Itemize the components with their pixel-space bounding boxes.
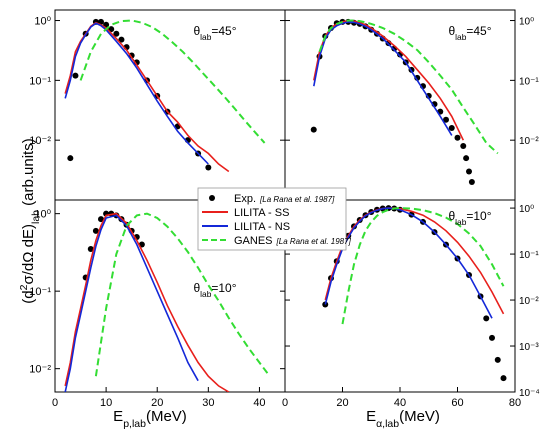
series-ganes (318, 19, 499, 155)
x-tick-label: 80 (509, 397, 521, 409)
series-ss (324, 207, 505, 315)
data-point (463, 155, 470, 162)
x-tick-label: 40 (394, 397, 406, 409)
data-point (87, 245, 94, 252)
theta-label: θlab=10° (193, 281, 236, 299)
data-point (113, 30, 120, 37)
x-tick-label: 20 (336, 397, 348, 409)
y-tick-label: 10⁰ (519, 204, 534, 215)
data-point (460, 142, 467, 149)
data-point (443, 116, 449, 123)
x-tick-label: 0 (52, 397, 58, 409)
data-point (466, 168, 472, 175)
series-exp (67, 18, 212, 171)
data-point (72, 72, 79, 79)
theta-label: θlab=45° (193, 24, 236, 42)
legend-item: LILITA - SS (202, 207, 289, 219)
data-point (92, 227, 99, 234)
legend-item: GANES [La Rana et al. 1987] (202, 235, 352, 247)
y-tick-label: 10⁻¹ (519, 250, 539, 261)
x-tick-label: 30 (202, 397, 214, 409)
series-ganes (79, 19, 266, 144)
legend-label: LILITA - NS (234, 221, 290, 233)
panel-proton-10: 10⁰ 10⁻¹ 10⁻² 0 10 20 30 40 θlab=10° (29, 199, 286, 409)
x-tick-label: 10 (100, 397, 112, 409)
panel-proton-45: 10⁰ 10⁻¹ 10⁻² θlab=45° (29, 9, 286, 201)
legend-item: LILITA - NS (202, 221, 290, 233)
y-axis-title: (d2σ/dΩ dE)lab (arb.units) (18, 138, 42, 303)
data-point (108, 26, 115, 33)
legend-label: Exp. [La Rana et al. 1987] (234, 193, 335, 205)
data-point (67, 155, 74, 162)
y-tick-label: 10⁻² (29, 364, 51, 376)
data-point (483, 315, 490, 322)
x-tick-label: 60 (451, 397, 463, 409)
legend: Exp. [La Rana et al. 1987] LILITA - SS LILI… (197, 187, 352, 251)
series-ganes (341, 207, 505, 325)
y-tick-label: 10⁻¹ (29, 75, 51, 87)
data-point (494, 356, 501, 363)
data-point (468, 178, 475, 185)
x-axis-title-left: Ep,lab(MeV) (113, 408, 187, 430)
series-ss (64, 212, 230, 392)
panel-frame (54, 9, 286, 201)
series-ns (64, 22, 209, 165)
series-ganes (94, 212, 271, 377)
x-tick-label: 0 (282, 397, 288, 409)
y-tick-label: 10⁻¹ (29, 286, 51, 298)
series-ns (324, 207, 493, 319)
series-ns (64, 214, 199, 392)
data-point (98, 216, 104, 223)
series-ss (64, 21, 230, 173)
legend-label: LILITA - SS (234, 207, 289, 219)
data-point (448, 124, 455, 131)
series-ss (313, 19, 465, 141)
data-point (310, 126, 317, 133)
y-tick-label: 10⁰ (519, 17, 534, 28)
x-axis-title-right: Eα,lab(MeV) (366, 408, 440, 430)
data-point (322, 301, 329, 308)
data-point (489, 334, 495, 341)
panels-group: 10⁰10⁻¹10⁻²θlab=45°10⁰10⁻¹10⁻²θlab=45°10… (29, 9, 540, 409)
legend-item: Exp. [La Rana et al. 1987] (209, 193, 335, 205)
data-point (454, 134, 461, 141)
theta-label: θlab=45° (448, 24, 491, 42)
data-point (118, 36, 125, 43)
y-tick-label: 10⁰ (34, 209, 51, 221)
theta-label: θlab=10° (448, 209, 491, 227)
y-tick-label: 10⁻² (519, 136, 539, 147)
data-point (205, 164, 212, 171)
series-ns (313, 21, 453, 136)
x-tick-label: 20 (151, 397, 163, 409)
y-tick-label: 10⁻² (519, 296, 539, 307)
y-tick-label: 10⁻² (29, 135, 51, 147)
panel-alpha-10: 10⁰ 10⁻¹ 10⁻² 10⁻³ 10⁻⁴ 0 20 40 60 80 θlab=10° (282, 199, 540, 409)
series-exp (82, 210, 145, 281)
data-point (500, 375, 507, 382)
y-tick-label: 10⁰ (34, 16, 51, 28)
legend-label: GANES [La Rana et al. 1987] (234, 235, 352, 247)
x-tick-label: 40 (253, 397, 265, 409)
axis-titles: (d2σ/dΩ dE)lab (arb.units) Ep,lab(MeV) E… (18, 138, 440, 430)
y-tick-label: 10⁻¹ (519, 76, 539, 87)
y-tick-label: 10⁻⁴ (519, 388, 540, 399)
legend-marker (209, 195, 215, 201)
y-tick-label: 10⁻³ (519, 342, 539, 353)
panel-alpha-45: 10⁰ 10⁻¹ 10⁻² θlab=45° (284, 9, 539, 201)
